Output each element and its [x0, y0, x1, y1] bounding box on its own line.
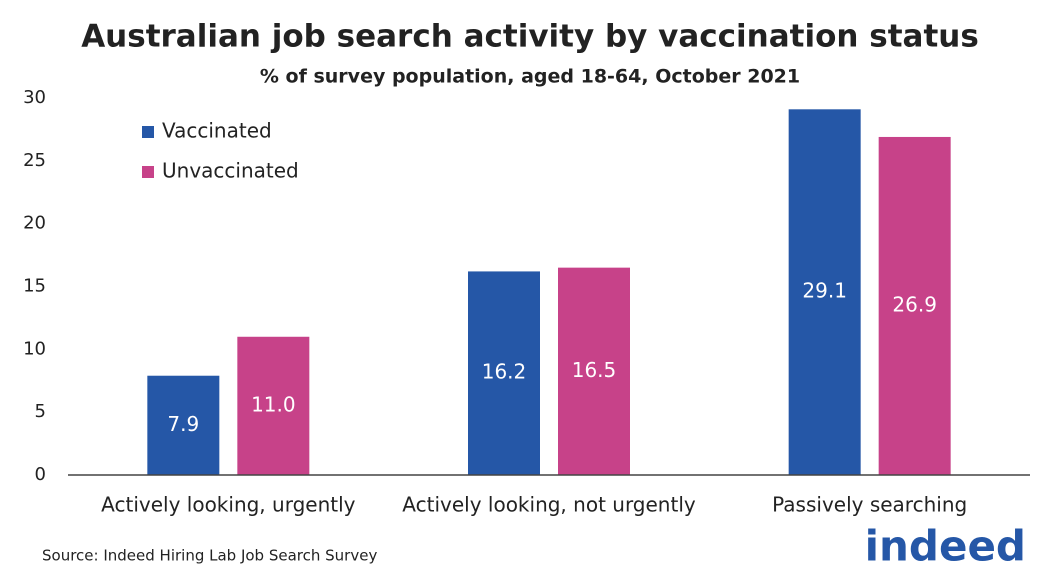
bar: [147, 375, 220, 475]
bar: [878, 136, 951, 475]
x-tick-label: Passively searching: [772, 493, 967, 517]
y-tick-label: 5: [35, 401, 46, 422]
bar: [558, 267, 630, 475]
source-note: Source: Indeed Hiring Lab Job Search Sur…: [42, 547, 377, 565]
y-tick-label: 25: [23, 150, 46, 171]
bar: [468, 271, 540, 475]
value-label: 29.1: [802, 279, 847, 303]
y-tick-label: 0: [35, 464, 46, 485]
y-tick-label: 10: [23, 338, 46, 359]
value-label: 16.5: [572, 358, 617, 382]
value-label: 26.9: [892, 292, 937, 316]
value-label: 7.9: [167, 412, 199, 436]
logo: indeed: [865, 522, 1026, 571]
bar: [237, 336, 310, 475]
legend-label: Unvaccinated: [162, 159, 299, 183]
chart-title: Australian job search activity by vaccin…: [81, 19, 979, 55]
y-tick-label: 20: [23, 213, 46, 234]
chart-subtitle: % of survey population, aged 18-64, Octo…: [260, 66, 800, 88]
y-tick-label: 30: [23, 87, 46, 108]
bar: [788, 109, 861, 475]
x-tick-label: Actively looking, urgently: [101, 493, 355, 517]
x-tick-label: Actively looking, not urgently: [402, 493, 696, 517]
value-label: 11.0: [251, 392, 296, 416]
legend-swatch: [142, 126, 154, 138]
legend-label: Vaccinated: [162, 119, 272, 143]
value-label: 16.2: [482, 360, 527, 384]
legend-swatch: [142, 166, 154, 178]
y-tick-label: 15: [23, 276, 46, 297]
